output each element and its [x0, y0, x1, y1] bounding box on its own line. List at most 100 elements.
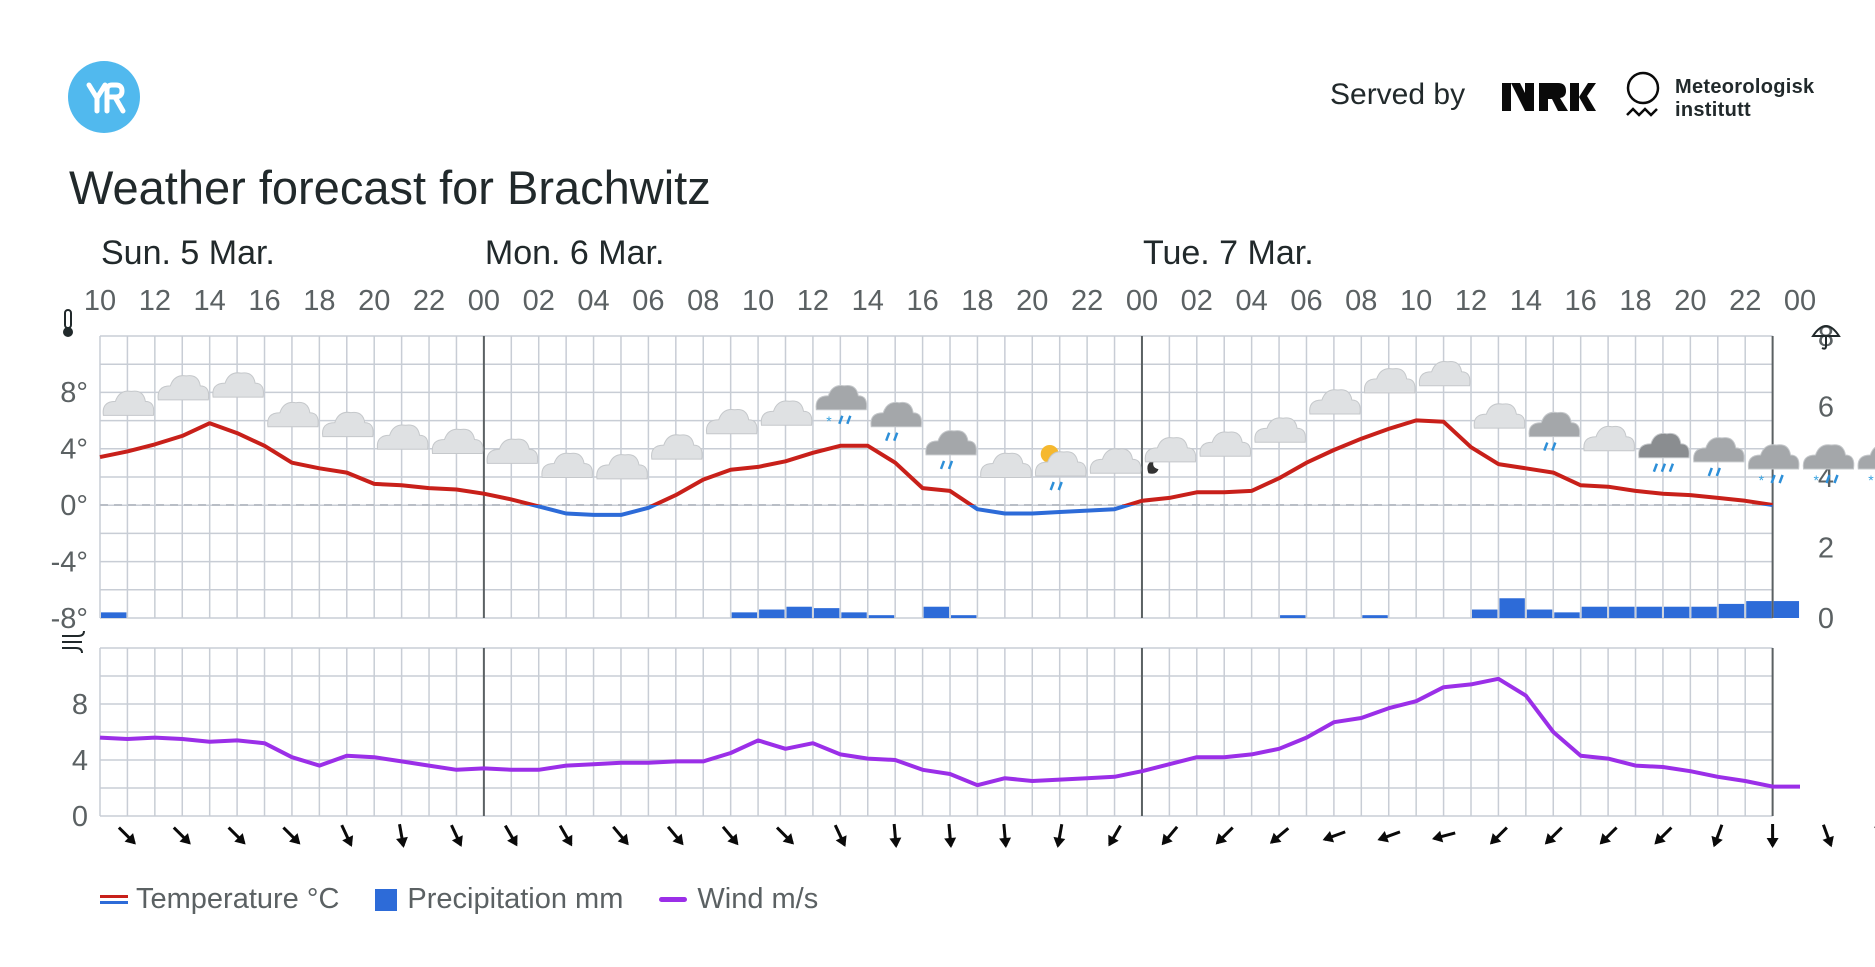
precipitation-bar	[923, 606, 950, 618]
arrow-head	[342, 835, 354, 847]
wind-direction-arrow	[1269, 827, 1290, 844]
precipitation-bar	[731, 612, 758, 618]
raindrop	[1833, 474, 1839, 484]
precipitation-bar	[1526, 609, 1553, 618]
wind-direction-arrow	[944, 823, 957, 848]
cloudy-weather-icon	[376, 424, 429, 450]
wind-swatch	[659, 897, 688, 902]
hour-tick-label: 10	[1400, 285, 1432, 317]
temperature-tick-label: -8°	[51, 603, 88, 635]
cloud-shape	[705, 409, 758, 435]
cloudy-weather-icon	[322, 411, 374, 438]
hour-tick-label: 08	[687, 285, 719, 317]
wind-direction-arrow	[1377, 830, 1401, 843]
precipitation-bar	[1718, 603, 1745, 618]
wind-direction-arrow	[1432, 830, 1456, 843]
cloud-shape	[870, 401, 923, 428]
arrow-head	[1822, 835, 1834, 848]
yr-logo[interactable]	[68, 61, 140, 133]
arrow-head	[1108, 834, 1119, 847]
cloud-shape	[815, 385, 868, 411]
arrow-head	[396, 836, 408, 848]
arrow-head	[1377, 831, 1389, 843]
temperature-tick-label: 0°	[60, 490, 88, 522]
wind-direction-arrow	[340, 824, 354, 847]
wind-direction-arrow	[1053, 823, 1066, 848]
cloudy-weather-icon	[651, 434, 703, 460]
legend-item-temperature: Temperature °C	[100, 883, 339, 916]
cloud-shape	[212, 372, 264, 398]
snowflake: *	[826, 413, 832, 429]
precipitation-bar	[813, 608, 840, 618]
page-title: Weather forecast for Brachwitz	[69, 161, 711, 214]
cloud-shape	[102, 390, 155, 416]
hour-tick-label: 22	[1071, 285, 1103, 317]
legend-wind-label: Wind m/s	[697, 883, 819, 915]
hour-tick-label: 10	[84, 285, 116, 317]
precipitation-tick-label: 4	[1818, 462, 1834, 494]
precipitation-bar	[1554, 612, 1580, 618]
cloud-shape	[1089, 448, 1142, 474]
umbrella-icon	[1811, 325, 1841, 350]
raindrop	[838, 415, 844, 425]
arrow-head	[124, 833, 136, 845]
wind-direction-arrow	[1874, 825, 1875, 846]
wind-tick-label: 4	[72, 745, 88, 777]
thermometer-icon-tube	[64, 309, 72, 329]
raindrop	[1668, 463, 1675, 473]
nrk-logo[interactable]	[1500, 80, 1596, 119]
arrow-head	[944, 837, 957, 848]
precipitation-bar	[1472, 609, 1498, 618]
cloud-shape	[431, 428, 484, 454]
yr-logo-mark	[86, 82, 126, 114]
raindrop	[1660, 463, 1667, 473]
hour-tick-label: 22	[413, 285, 445, 317]
cloud-shape	[1199, 431, 1252, 457]
cloud-shape	[1363, 368, 1416, 394]
hour-tick-label: 02	[523, 285, 555, 317]
hour-tick-label: 06	[632, 285, 664, 317]
rain-weather-icon	[1693, 437, 1745, 477]
arrow-head	[1711, 835, 1723, 848]
hour-tick-label: 16	[1565, 285, 1597, 317]
wind-direction-arrow	[721, 825, 739, 846]
wind-direction-arrow	[666, 825, 684, 846]
arrow-head	[1053, 836, 1066, 848]
cloud-shape	[1418, 361, 1471, 387]
hour-tick-label: 20	[1016, 285, 1048, 317]
raindrop	[1652, 463, 1659, 473]
arrow-head	[835, 835, 847, 847]
met-logo-mark	[1626, 71, 1660, 117]
wind-direction-arrow	[1599, 826, 1618, 845]
cloudy-weather-icon	[760, 400, 813, 426]
cloud-shape	[760, 400, 813, 426]
wind-direction-arrow	[504, 824, 518, 847]
hour-tick-label: 16	[906, 285, 938, 317]
cloud-shape	[267, 401, 319, 428]
wind-direction-arrow	[1322, 830, 1346, 843]
precipitation-bar	[1581, 606, 1608, 618]
met-name-line1: Meteorologisk	[1675, 76, 1815, 98]
cloud-shape	[925, 430, 977, 456]
hour-tick-label: 08	[1345, 285, 1377, 317]
wind-direction-arrow	[1544, 826, 1563, 845]
cloudy-weather-icon	[541, 452, 593, 478]
partly-sunny-rain-weather-icon	[1034, 445, 1087, 491]
hour-tick-label: 06	[1290, 285, 1322, 317]
wind-direction-arrow	[1489, 826, 1508, 845]
wind-direction-arrow	[1821, 824, 1834, 848]
cloud-shape	[1747, 444, 1800, 470]
snowflake: *	[1759, 472, 1765, 488]
raindrop	[1049, 481, 1055, 491]
arrow-head	[1432, 830, 1444, 843]
cloudy-weather-icon	[212, 372, 264, 398]
precipitation-tick-label: 0	[1818, 603, 1834, 635]
arrow-head	[289, 833, 301, 845]
hour-tick-label: 20	[1674, 285, 1706, 317]
snowflake: *	[1814, 472, 1820, 488]
umbrella-icon-handle	[1821, 336, 1827, 350]
raindrop	[846, 415, 852, 425]
hour-tick-label: 04	[1236, 285, 1268, 317]
met-institute-logo[interactable]	[1623, 70, 1667, 135]
cloudy-weather-icon	[596, 454, 648, 480]
